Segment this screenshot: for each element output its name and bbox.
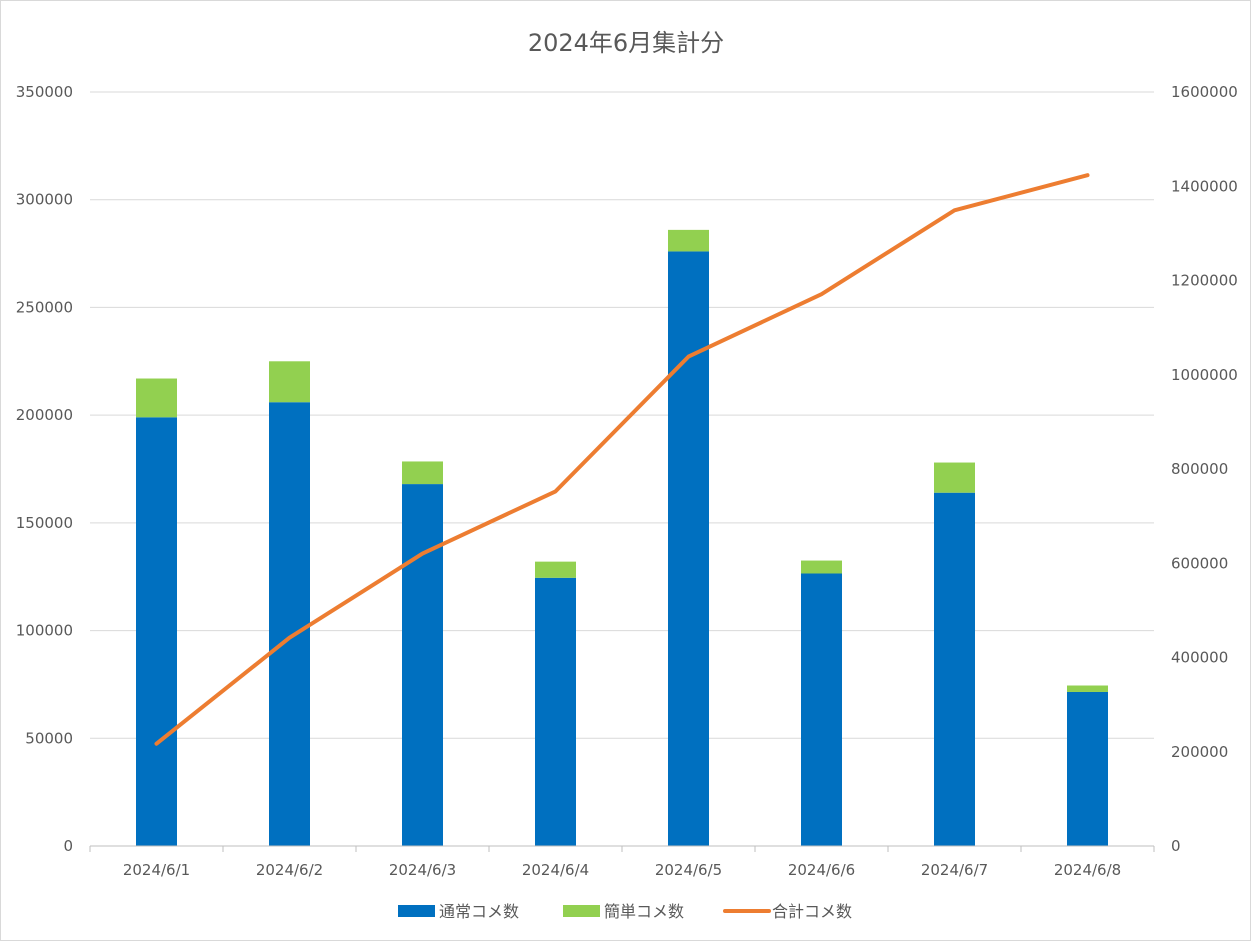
bar-regular	[1067, 692, 1108, 846]
x-tick-label: 2024/6/1	[123, 861, 190, 879]
y-right-tick-label: 800000	[1171, 460, 1228, 478]
y-left-tick-label: 250000	[16, 298, 73, 316]
axes: 0 50000 100000 150000 200000 250000 300000 3500…	[16, 83, 1238, 879]
y-left-tick-label: 50000	[25, 729, 73, 747]
x-tick-label: 2024/6/5	[655, 861, 722, 879]
bar-simple	[136, 379, 177, 418]
bar-regular	[535, 578, 576, 846]
y-left-tick-label: 300000	[16, 191, 73, 209]
bar-simple	[402, 461, 443, 484]
bar-regular	[801, 573, 842, 846]
y-right-tick-label: 1600000	[1171, 83, 1238, 101]
bar-regular	[934, 493, 975, 846]
y-right-tick-label: 200000	[1171, 743, 1228, 761]
x-tick-label: 2024/6/3	[389, 861, 456, 879]
y-right-tick-label: 1000000	[1171, 366, 1238, 384]
legend-swatch	[563, 905, 600, 917]
legend-label: 通常コメ数	[439, 902, 519, 921]
bar-regular	[668, 251, 709, 846]
y-left-tick-label: 200000	[16, 406, 73, 424]
bar-regular	[269, 402, 310, 846]
legend-label: 簡単コメ数	[604, 902, 684, 921]
bar-series	[136, 230, 1108, 846]
y-left-tick-label: 100000	[16, 622, 73, 640]
y-right-tick-label: 600000	[1171, 554, 1228, 572]
bar-simple	[1067, 686, 1108, 692]
x-tick-label: 2024/6/6	[788, 861, 855, 879]
legend-item-total: 合計コメ数	[725, 902, 852, 921]
x-tick-label: 2024/6/8	[1054, 861, 1121, 879]
y-left-tick-label: 350000	[16, 83, 73, 101]
chart-title: 2024年6月集計分	[528, 29, 724, 57]
legend-item-regular: 通常コメ数	[398, 902, 519, 921]
x-tick-label: 2024/6/2	[256, 861, 323, 879]
bar-simple	[934, 463, 975, 493]
y-left-tick-label: 150000	[16, 514, 73, 532]
legend: 通常コメ数 簡単コメ数 合計コメ数	[398, 902, 852, 921]
y-left-tick-label: 0	[63, 837, 73, 855]
legend-label: 合計コメ数	[772, 902, 852, 921]
bar-regular	[402, 484, 443, 846]
y-right-tick-label: 1400000	[1171, 177, 1238, 195]
bar-simple	[535, 562, 576, 578]
y-right-tick-label: 1200000	[1171, 272, 1238, 290]
y-right-tick-label: 0	[1171, 837, 1181, 855]
bar-simple	[801, 561, 842, 574]
bar-simple	[269, 361, 310, 402]
x-tick-label: 2024/6/4	[522, 861, 589, 879]
legend-swatch	[398, 905, 435, 917]
y-right-tick-label: 400000	[1171, 649, 1228, 667]
gridlines	[90, 92, 1154, 738]
x-tick-label: 2024/6/7	[921, 861, 988, 879]
legend-item-simple: 簡単コメ数	[563, 902, 684, 921]
bar-regular	[136, 417, 177, 846]
bar-simple	[668, 230, 709, 252]
